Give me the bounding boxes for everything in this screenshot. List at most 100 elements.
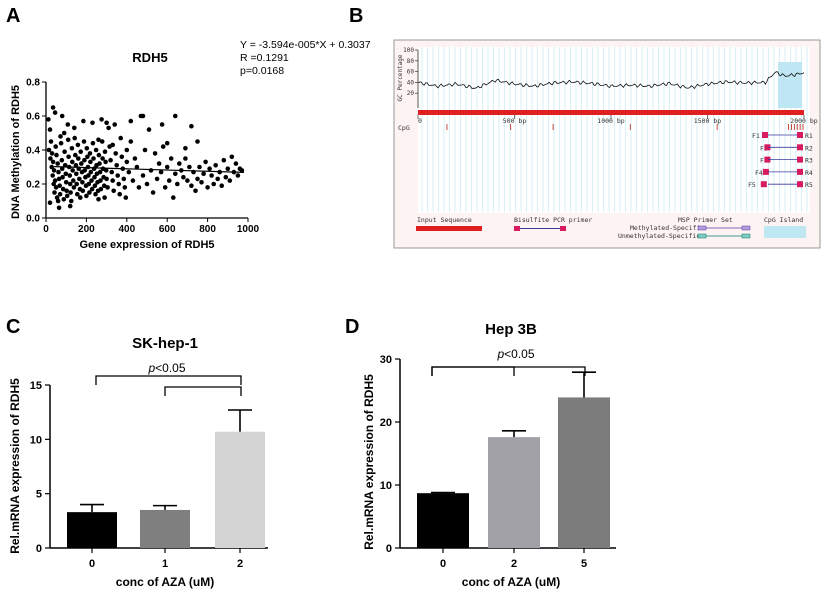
legend-bisulfite-r-marker (560, 226, 566, 231)
scatter-point (53, 185, 59, 190)
scatter-point (74, 181, 79, 187)
scatter-point (58, 134, 63, 139)
scatter-point (48, 156, 53, 161)
scatter-point (160, 144, 166, 149)
scatter-point (64, 188, 69, 194)
scatter-point (97, 169, 103, 175)
scatter-point (69, 146, 75, 151)
scatter-point (195, 176, 200, 182)
scatter-point (73, 152, 78, 158)
legend-input-sequence: Input Sequence (417, 216, 472, 224)
a-ytick-label: 0.2 (26, 180, 40, 191)
panel-d-significance: p<0.05 (496, 347, 534, 361)
regression-p: p=0.0168 (240, 65, 284, 77)
scatter-point (233, 161, 239, 166)
scatter-point (66, 154, 71, 160)
regression-equation: Y = -3.594e-005*X + 0.3037 (240, 39, 371, 51)
gc-tick-label: 80 (407, 58, 415, 65)
bp-axis: 0 500 bp 1000 bp 1500 bp 2000 bp (417, 115, 818, 125)
legend-methylated-f (697, 225, 707, 231)
bar-category-label: 2 (237, 558, 243, 570)
scatter-point (103, 159, 108, 165)
panel-c-letter: C (6, 316, 20, 338)
scatter-point (189, 123, 194, 129)
primer-r-marker (797, 168, 803, 175)
scatter-point (102, 195, 107, 200)
scatter-point (76, 156, 81, 161)
scatter-point (104, 176, 109, 182)
scatter-point (82, 157, 87, 163)
scatter-point (54, 152, 59, 158)
scatter-point (104, 120, 109, 126)
scatter-point (51, 181, 56, 187)
scatter-point (57, 191, 63, 197)
primer-r-label: R3 (805, 157, 813, 165)
gc-tick-label: 40 (407, 79, 415, 86)
bar (488, 437, 540, 548)
panel-c-significance: p<0.05 (147, 361, 185, 375)
legend-methylated-r (741, 225, 751, 231)
primer-r-label: R4 (805, 169, 813, 177)
scatter-point (49, 151, 55, 156)
scatter-point (56, 169, 61, 175)
scatter-point (211, 181, 216, 187)
a-xtick-label: 1000 (237, 224, 260, 235)
scatter-point (99, 117, 104, 122)
bar-ytick-label: 20 (380, 417, 392, 429)
scatter-point (207, 166, 212, 171)
primer-f-marker (762, 132, 768, 138)
scatter-point (101, 183, 107, 188)
scatter-point (105, 185, 110, 190)
a-xtick-label: 400 (118, 224, 135, 235)
bar-ytick-label: 15 (30, 380, 42, 392)
legend-methylated: Methylated-Specific (630, 224, 704, 232)
scatter-point (91, 156, 96, 161)
scatter-point (64, 193, 70, 199)
a-xtick-label: 600 (159, 224, 176, 235)
scatter-point (117, 191, 122, 197)
scatter-point (199, 180, 204, 185)
primer-r-label: R1 (805, 132, 813, 140)
scatter-point (119, 154, 125, 160)
bar-ytick-label: 30 (380, 354, 392, 366)
scatter-point (59, 157, 65, 163)
scatter-point (111, 188, 116, 194)
scatter-point (71, 185, 77, 190)
significance-bracket (164, 386, 242, 396)
bp-tick-label: 2000 bp (790, 117, 817, 125)
bar-ytick-label: 5 (36, 489, 42, 501)
legend-input-sequence-swatch (416, 226, 482, 231)
scatter-point (67, 181, 73, 187)
legend-cpg-island: CpG Island (764, 216, 803, 224)
scatter-point (78, 149, 83, 154)
scatter-point (203, 159, 208, 165)
scatter-point (213, 163, 218, 168)
scatter-point (126, 169, 132, 175)
scatter-point (99, 139, 105, 144)
scatter-point (82, 168, 88, 173)
scatter-point (183, 156, 188, 161)
scatter-point (90, 140, 96, 146)
scatter-point (229, 154, 235, 160)
scatter-point (221, 157, 227, 163)
scatter-point (159, 122, 165, 127)
scatter-point (84, 146, 90, 151)
primer-r-label: R5 (805, 181, 813, 189)
scatter-point (96, 152, 102, 158)
scatter-point (110, 178, 115, 183)
scatter-point (201, 171, 206, 177)
scatter-point (166, 178, 172, 183)
scatter-point (93, 147, 99, 153)
bar (558, 397, 610, 548)
scatter-point (88, 159, 93, 165)
scatter-point (60, 174, 65, 180)
gc-tick-label: 60 (407, 69, 415, 76)
scatter-point (48, 139, 54, 144)
scatter-point (148, 168, 154, 173)
legend-cpg-island-swatch (764, 226, 806, 238)
scatter-point (128, 139, 134, 144)
regression-line (54, 166, 244, 173)
scatter-point (185, 178, 190, 183)
scatter-plot-area: 0.0 0.2 0.4 0.6 0.8 0 200 400 600 800 1000 (26, 78, 259, 236)
panel-d-xlabel: conc of AZA (uM) (462, 575, 560, 589)
